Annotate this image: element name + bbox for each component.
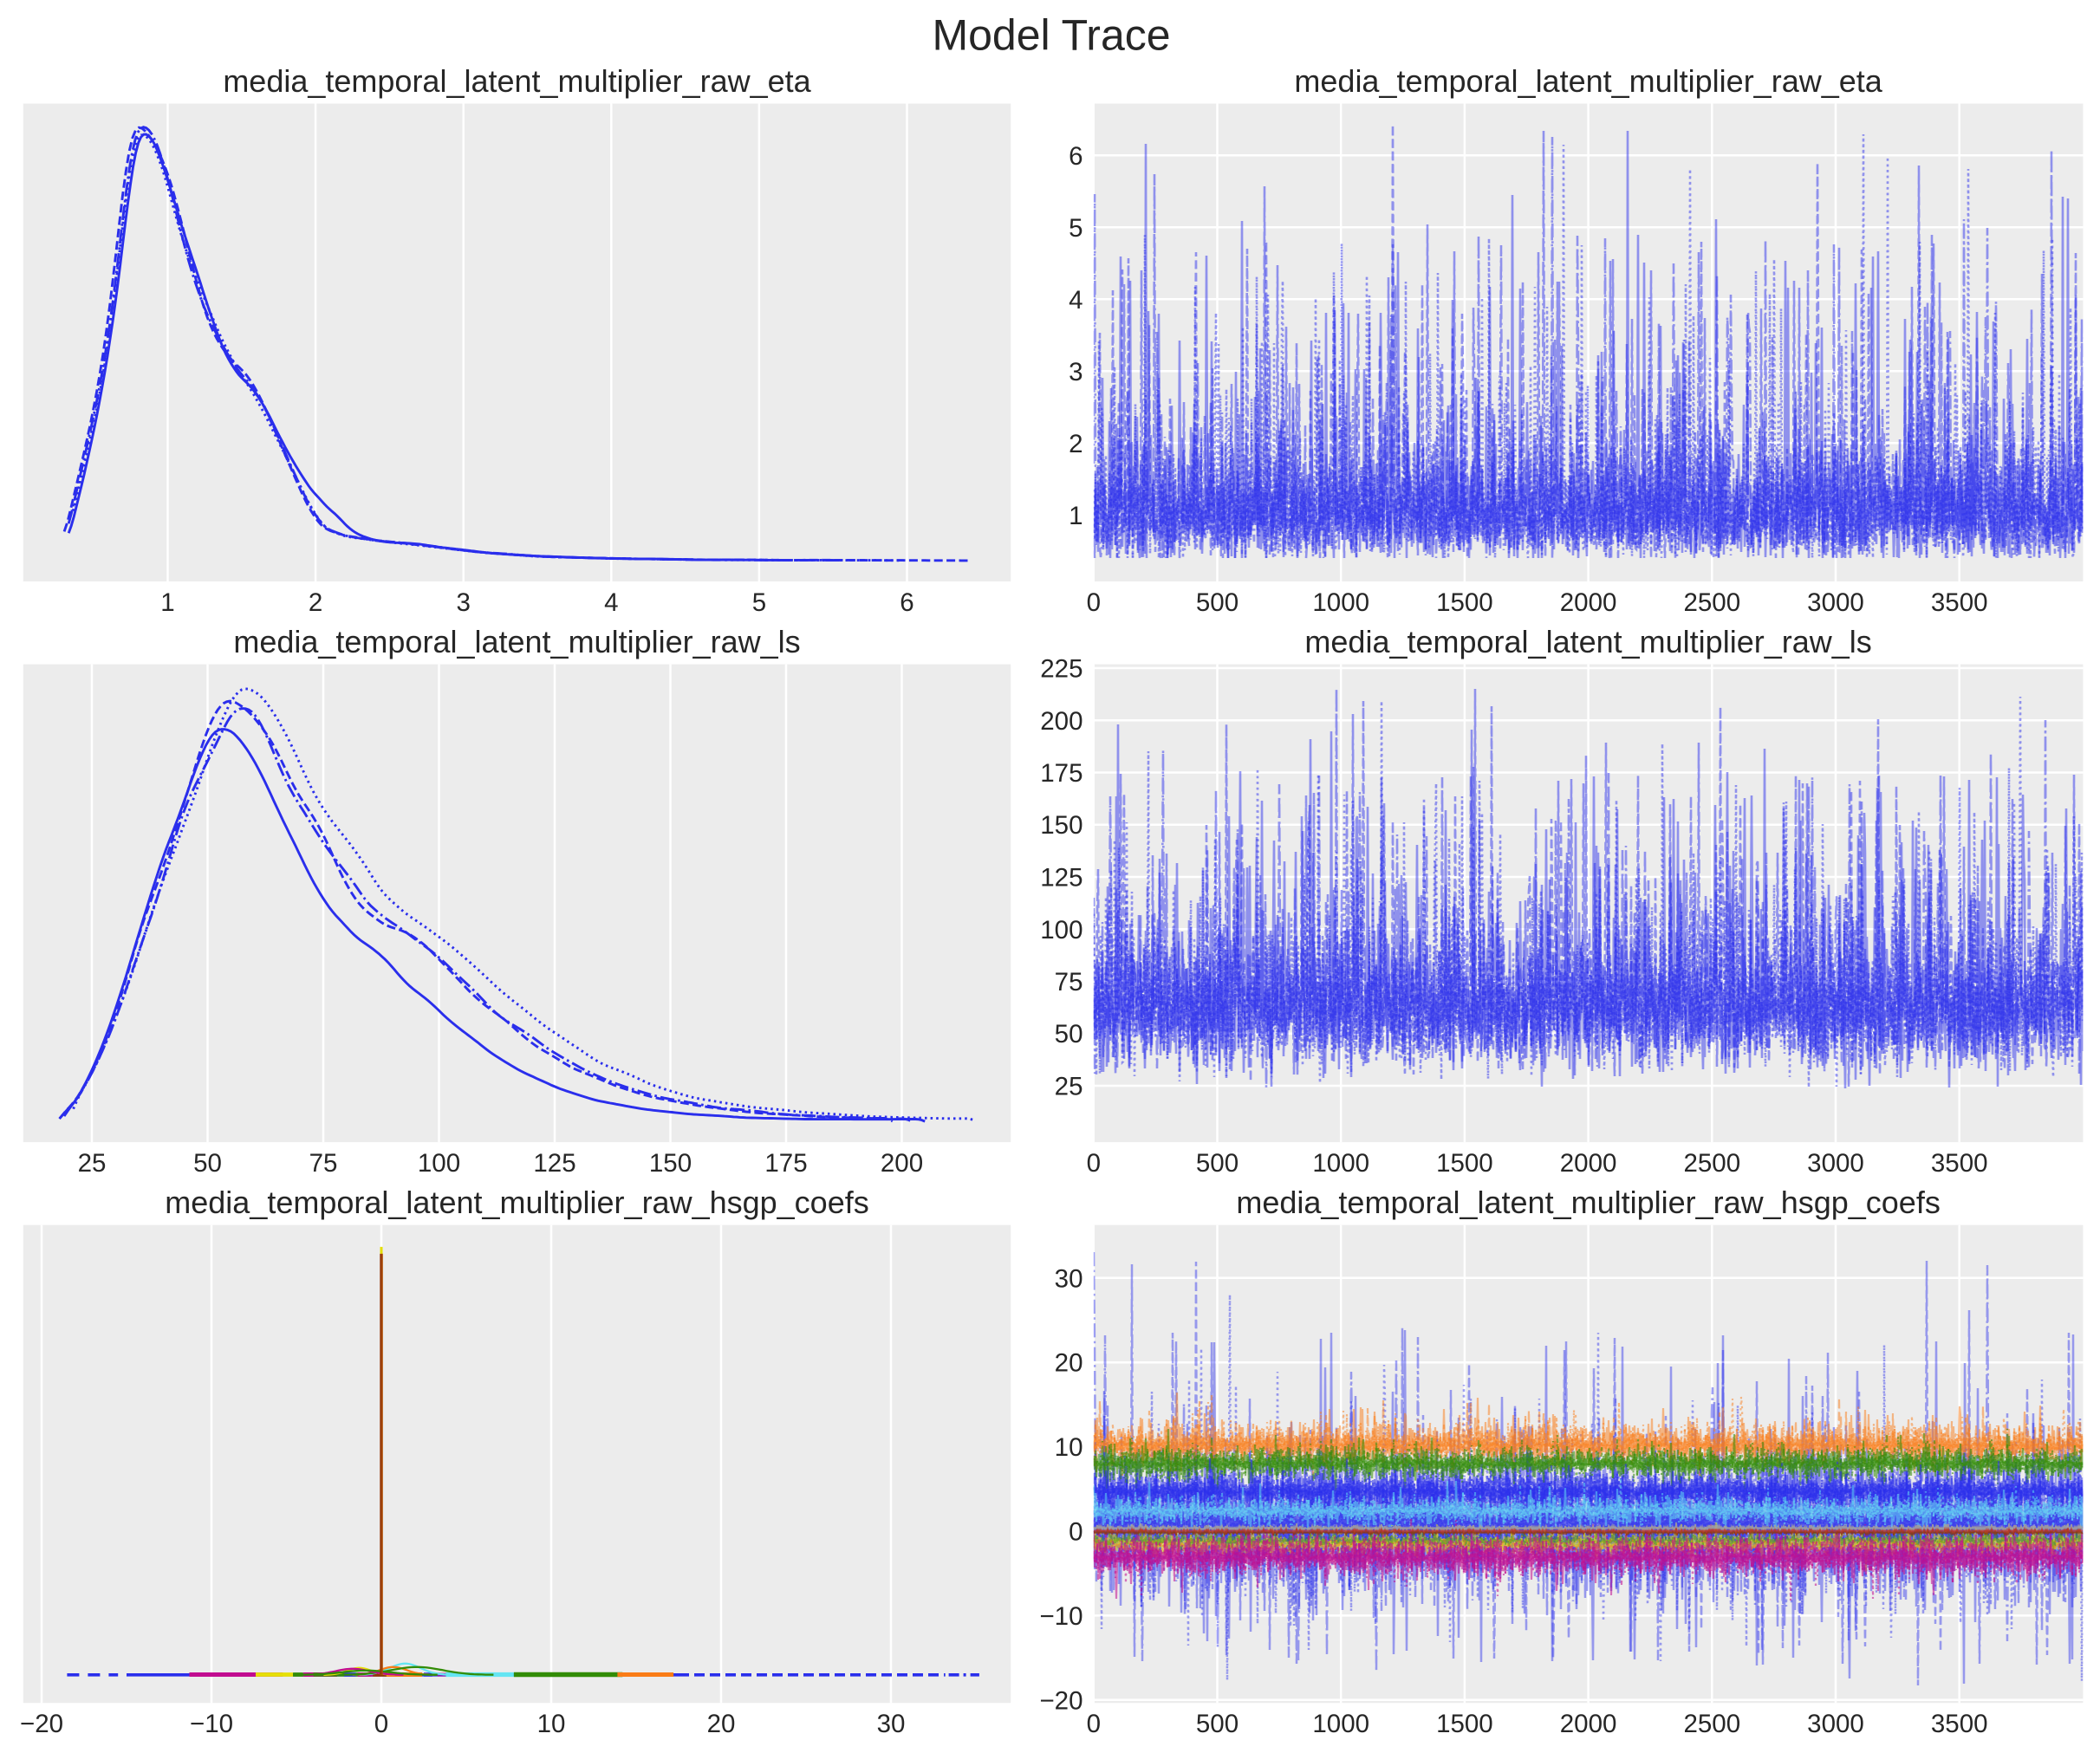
svg-text:10: 10 — [537, 1710, 566, 1738]
svg-text:175: 175 — [1040, 759, 1083, 788]
svg-text:175: 175 — [764, 1149, 807, 1178]
svg-text:1000: 1000 — [1312, 1710, 1369, 1738]
svg-text:150: 150 — [649, 1149, 692, 1178]
svg-text:1500: 1500 — [1436, 1710, 1493, 1738]
svg-text:1000: 1000 — [1312, 588, 1369, 617]
svg-text:3500: 3500 — [1931, 1149, 1988, 1178]
svg-text:50: 50 — [193, 1149, 222, 1178]
svg-text:75: 75 — [1055, 968, 1083, 997]
svg-text:2: 2 — [1069, 430, 1083, 458]
svg-text:25: 25 — [1055, 1073, 1083, 1101]
svg-text:1000: 1000 — [1312, 1149, 1369, 1178]
svg-text:500: 500 — [1196, 1149, 1239, 1178]
svg-text:200: 200 — [1040, 707, 1083, 736]
svg-text:media_temporal_latent_multipli: media_temporal_latent_multiplier_raw_hsg… — [1236, 1185, 1940, 1220]
svg-text:0: 0 — [1087, 588, 1101, 617]
svg-text:10: 10 — [1055, 1433, 1083, 1462]
svg-text:3: 3 — [456, 588, 470, 617]
svg-text:225: 225 — [1040, 655, 1083, 684]
svg-text:100: 100 — [418, 1149, 460, 1178]
svg-text:1: 1 — [1069, 502, 1083, 530]
svg-text:4: 4 — [604, 588, 618, 617]
svg-text:3000: 3000 — [1807, 1149, 1864, 1178]
svg-text:0: 0 — [1087, 1710, 1101, 1738]
svg-text:3500: 3500 — [1931, 1710, 1988, 1738]
svg-text:−10: −10 — [1039, 1602, 1083, 1631]
svg-text:3000: 3000 — [1807, 1710, 1864, 1738]
svg-text:4: 4 — [1069, 286, 1083, 315]
svg-text:150: 150 — [1040, 811, 1083, 840]
svg-text:2000: 2000 — [1560, 588, 1617, 617]
svg-text:25: 25 — [78, 1149, 107, 1178]
svg-text:2500: 2500 — [1683, 1149, 1740, 1178]
svg-text:2000: 2000 — [1560, 1710, 1617, 1738]
svg-text:20: 20 — [707, 1710, 736, 1738]
svg-text:media_temporal_latent_multipli: media_temporal_latent_multiplier_raw_eta — [223, 63, 811, 99]
svg-text:media_temporal_latent_multipli: media_temporal_latent_multiplier_raw_hsg… — [165, 1185, 868, 1220]
svg-text:125: 125 — [1040, 864, 1083, 893]
svg-text:125: 125 — [533, 1149, 575, 1178]
svg-text:1: 1 — [160, 588, 174, 617]
svg-text:media_temporal_latent_multipli: media_temporal_latent_multiplier_raw_eta — [1294, 63, 1882, 99]
svg-text:100: 100 — [1040, 916, 1083, 945]
svg-text:Model Trace: Model Trace — [932, 11, 1170, 60]
svg-text:media_temporal_latent_multipli: media_temporal_latent_multiplier_raw_ls — [233, 624, 800, 659]
svg-text:2500: 2500 — [1683, 1710, 1740, 1738]
svg-text:5: 5 — [752, 588, 766, 617]
svg-text:30: 30 — [877, 1710, 906, 1738]
svg-text:−20: −20 — [1039, 1686, 1083, 1715]
svg-text:6: 6 — [900, 588, 913, 617]
svg-text:3: 3 — [1069, 358, 1083, 386]
svg-text:media_temporal_latent_multipli: media_temporal_latent_multiplier_raw_ls — [1304, 624, 1871, 659]
svg-text:0: 0 — [1087, 1149, 1101, 1178]
svg-text:−20: −20 — [20, 1710, 63, 1738]
svg-text:20: 20 — [1055, 1349, 1083, 1378]
svg-text:0: 0 — [374, 1710, 388, 1738]
svg-text:6: 6 — [1069, 142, 1083, 171]
svg-text:−10: −10 — [190, 1710, 233, 1738]
svg-text:30: 30 — [1055, 1264, 1083, 1293]
svg-text:1500: 1500 — [1436, 1149, 1493, 1178]
svg-text:2500: 2500 — [1683, 588, 1740, 617]
svg-text:2: 2 — [309, 588, 322, 617]
svg-text:50: 50 — [1055, 1020, 1083, 1049]
svg-text:3500: 3500 — [1931, 588, 1988, 617]
svg-text:1500: 1500 — [1436, 588, 1493, 617]
svg-text:2000: 2000 — [1560, 1149, 1617, 1178]
svg-text:200: 200 — [881, 1149, 923, 1178]
svg-text:0: 0 — [1069, 1518, 1083, 1547]
svg-text:500: 500 — [1196, 1710, 1239, 1738]
svg-text:3000: 3000 — [1807, 588, 1864, 617]
svg-text:75: 75 — [309, 1149, 338, 1178]
svg-text:500: 500 — [1196, 588, 1239, 617]
svg-text:5: 5 — [1069, 214, 1083, 243]
